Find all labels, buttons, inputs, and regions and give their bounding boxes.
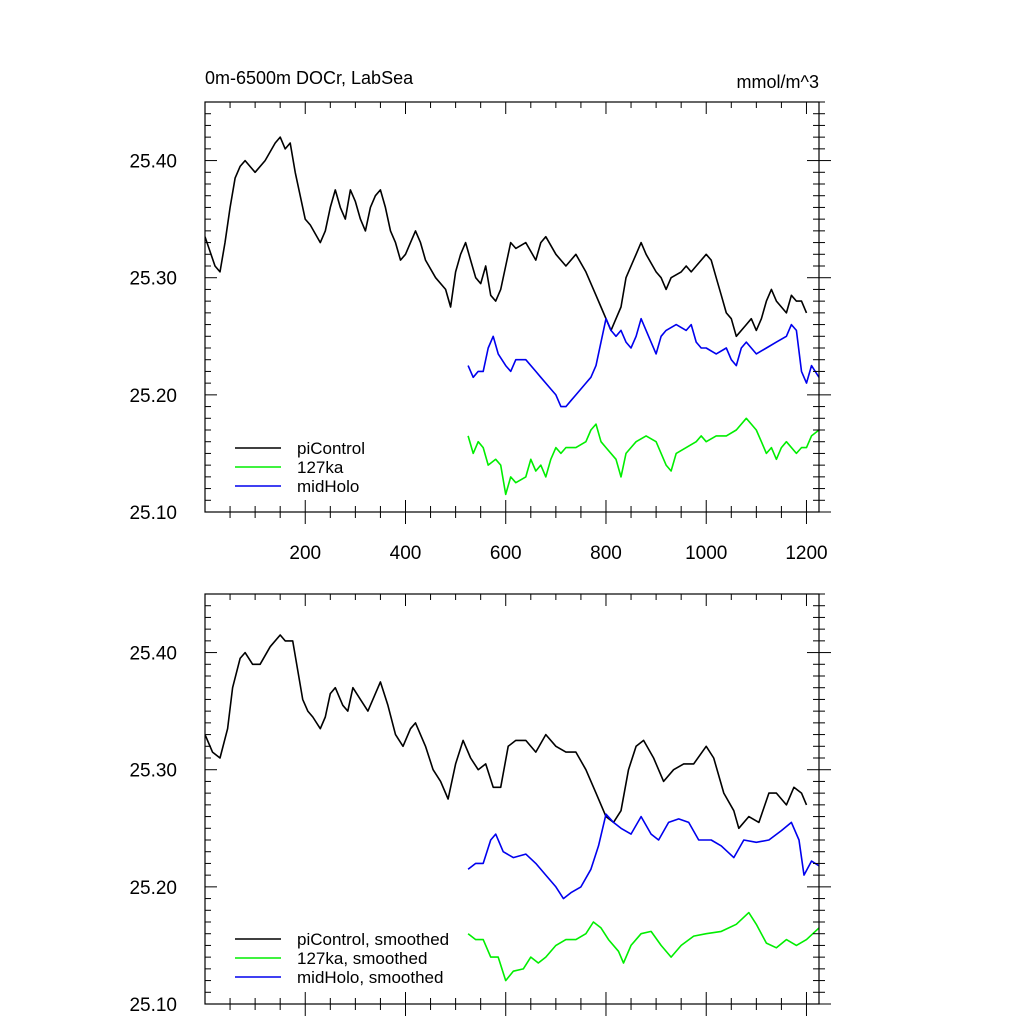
legend-label: 127ka, smoothed	[297, 949, 427, 968]
series-line-127ka	[467, 417, 819, 496]
y-tick-label: 25.40	[129, 644, 177, 665]
x-tick-label: 600	[490, 543, 522, 564]
y-tick-label: 25.30	[129, 761, 177, 782]
legend-label: 127ka	[297, 458, 344, 477]
panel-top: 0m-6500m DOCr, LabSea mmol/m^3 200 400 600…	[129, 68, 831, 564]
plot-frame	[204, 101, 820, 513]
series-line-midholo	[467, 317, 819, 408]
panel-title-left: 0m-6500m DOCr, LabSea	[205, 68, 414, 88]
x-tick-label: 1200	[785, 543, 827, 564]
y-tick-label: 25.40	[129, 152, 177, 173]
y-tick-label: 25.10	[129, 995, 177, 1016]
series-line-picontrol-smoothed	[205, 634, 808, 830]
x-tick-label: 800	[590, 543, 622, 564]
series-line-picontrol	[205, 136, 808, 338]
panel-bottom: 25.10 25.20 25.30 25.40 piControl, smoothed1…	[129, 593, 831, 1016]
legend-label: midHolo	[297, 477, 359, 496]
y-tick-label: 25.10	[129, 503, 177, 524]
series-group	[205, 634, 819, 982]
series-group	[205, 136, 819, 496]
y-tick-label: 25.30	[129, 269, 177, 290]
x-tick-label: 400	[390, 543, 422, 564]
y-tick-label: 25.20	[129, 878, 177, 899]
y-tick-label: 25.20	[129, 386, 177, 407]
plot-frame	[204, 593, 820, 1005]
legend-label: piControl	[297, 439, 365, 458]
legend-label: piControl, smoothed	[297, 930, 449, 949]
x-tick-label: 200	[289, 543, 321, 564]
series-line-midholo-smoothed	[467, 813, 819, 900]
legend-label: midHolo, smoothed	[297, 968, 443, 987]
series-line-127ka-smoothed	[467, 911, 819, 982]
panel-units-label: mmol/m^3	[737, 72, 819, 92]
x-tick-label: 1000	[685, 543, 727, 564]
